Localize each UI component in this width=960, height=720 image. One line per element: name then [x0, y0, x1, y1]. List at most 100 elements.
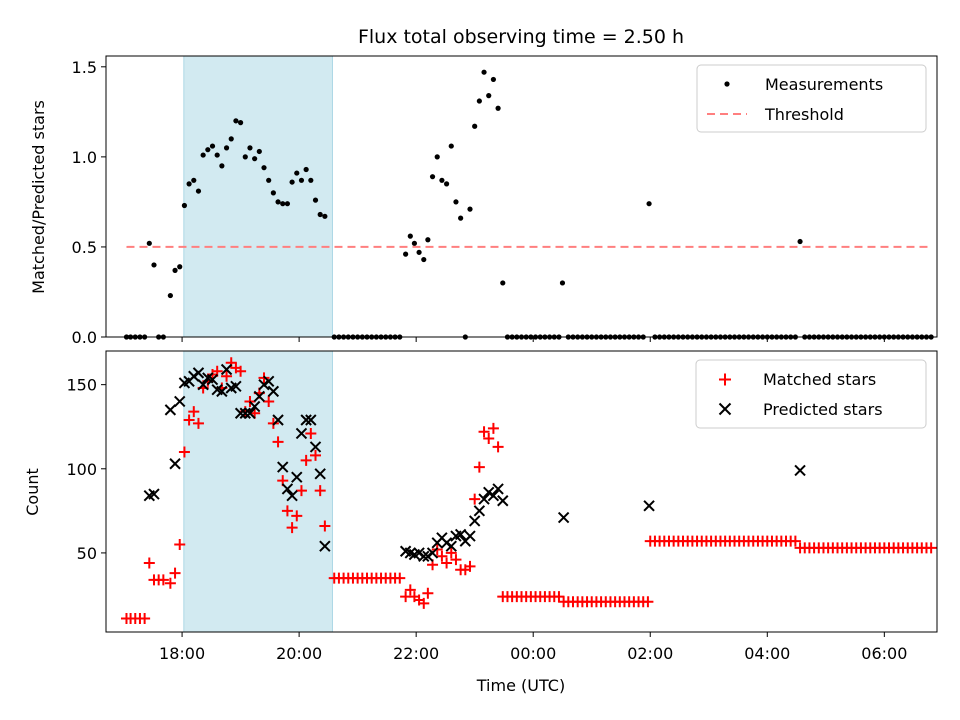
- predicted-star-point: [295, 427, 308, 440]
- measurement-point: [247, 145, 253, 151]
- measurement-point: [151, 262, 157, 268]
- measurement-point: [467, 206, 473, 212]
- measurement-point: [646, 201, 652, 207]
- matched-star-point: [441, 557, 453, 569]
- predicted-star-point: [192, 367, 205, 379]
- predicted-star-point: [794, 464, 806, 477]
- predicted-star-point: [473, 505, 486, 517]
- predicted-star-point: [234, 407, 247, 419]
- matched-star-point: [263, 395, 275, 407]
- measurement-point: [209, 143, 216, 149]
- predicted-star-point: [492, 483, 504, 495]
- y-tick-label: 150: [66, 376, 97, 395]
- predicted-star-point: [314, 468, 326, 480]
- predicted-star-points: [143, 363, 806, 562]
- x-tick-label: 18:00: [159, 644, 205, 663]
- matched-star-point: [235, 365, 247, 377]
- x-tick-label: 04:00: [744, 644, 790, 663]
- measurement-point: [266, 177, 272, 183]
- predicted-star-point: [277, 461, 289, 473]
- predicted-star-point: [286, 489, 298, 502]
- measurement-point: [146, 240, 152, 246]
- predicted-star-point: [262, 375, 275, 387]
- measurement-point: [233, 118, 239, 124]
- matched-star-point: [483, 432, 495, 444]
- top-panel: 0.0 0.5 1.0 1.5 Matched/Predicted stars Mea…: [29, 55, 938, 347]
- predicted-star-point: [426, 547, 439, 559]
- matched-star-point: [487, 422, 499, 434]
- measurement-point: [172, 267, 178, 273]
- measurement-point: [448, 143, 454, 149]
- measurement-point: [425, 237, 431, 243]
- predicted-star-point: [169, 458, 181, 470]
- matched-star-point: [478, 426, 490, 438]
- measurement-point: [298, 177, 305, 183]
- y-tick-label: 50: [77, 544, 97, 563]
- measurement-point: [191, 177, 197, 183]
- predicted-star-point: [253, 390, 266, 403]
- matched-star-point: [164, 577, 176, 589]
- measurement-point: [223, 145, 230, 151]
- matched-star-point: [291, 510, 303, 522]
- figure-title: Flux total observing time = 2.50 h: [358, 26, 684, 48]
- bottom-y-axis-label: Count: [23, 468, 42, 516]
- predicted-star-point: [309, 441, 322, 453]
- matched-star-point: [473, 461, 485, 473]
- predicted-star-point: [206, 373, 219, 386]
- measurement-point: [214, 152, 220, 158]
- measurement-point: [289, 179, 295, 185]
- matched-star-point: [436, 550, 448, 562]
- matched-star-point: [157, 574, 169, 586]
- top-x-ticks: [181, 337, 885, 342]
- measurement-point: [443, 181, 450, 187]
- predicted-star-point: [197, 378, 209, 391]
- matched-star-point: [174, 539, 186, 551]
- measurement-point: [303, 166, 309, 173]
- predicted-star-point: [281, 483, 294, 495]
- matched-star-point: [310, 449, 322, 461]
- matched-star-point: [492, 441, 504, 453]
- x-axis-label: Time (UTC): [476, 676, 565, 695]
- measurement-point: [167, 292, 173, 299]
- measurement-point: [403, 251, 409, 257]
- predicted-star-point: [464, 530, 476, 542]
- predicted-star-point: [418, 550, 430, 562]
- x-tick-label: 00:00: [510, 644, 556, 663]
- matched-star-point: [464, 560, 476, 572]
- measurement-point: [294, 170, 300, 176]
- predicted-star-point: [148, 488, 160, 500]
- predicted-star-point: [248, 400, 261, 413]
- measurement-point: [495, 105, 501, 111]
- y-tick-label: 100: [66, 460, 97, 479]
- measurement-point: [472, 123, 478, 129]
- top-axes-frame: [105, 55, 938, 338]
- measurement-point: [421, 256, 427, 263]
- matched-star-point: [789, 535, 801, 547]
- measurement-point: [481, 69, 487, 75]
- predicted-star-point: [478, 493, 490, 505]
- measurement-point: [200, 152, 206, 158]
- predicted-star-point: [239, 407, 251, 419]
- measurement-point: [242, 154, 248, 160]
- matched-star-point: [314, 485, 326, 497]
- matched-star-point: [183, 414, 195, 426]
- matched-star-point: [404, 584, 416, 596]
- matched-star-point: [445, 547, 457, 559]
- measurement-point: [317, 211, 323, 218]
- matched-star-point: [553, 591, 565, 603]
- measurement-point: [205, 147, 211, 153]
- measurement-point: [261, 165, 267, 171]
- predicted-star-point: [445, 540, 457, 552]
- predicted-star-point: [305, 414, 317, 426]
- matched-star-point: [642, 596, 654, 608]
- legend-matched-label: Matched stars: [763, 370, 876, 389]
- measurement-point: [490, 76, 497, 83]
- bottom-y-ticks: 50 100 150: [66, 376, 106, 563]
- measurement-point: [500, 280, 506, 286]
- matched-star-point: [422, 587, 434, 599]
- matched-star-point: [169, 567, 181, 579]
- matched-star-point: [469, 493, 481, 505]
- matched-star-point: [139, 613, 151, 625]
- measurement-point: [439, 177, 445, 183]
